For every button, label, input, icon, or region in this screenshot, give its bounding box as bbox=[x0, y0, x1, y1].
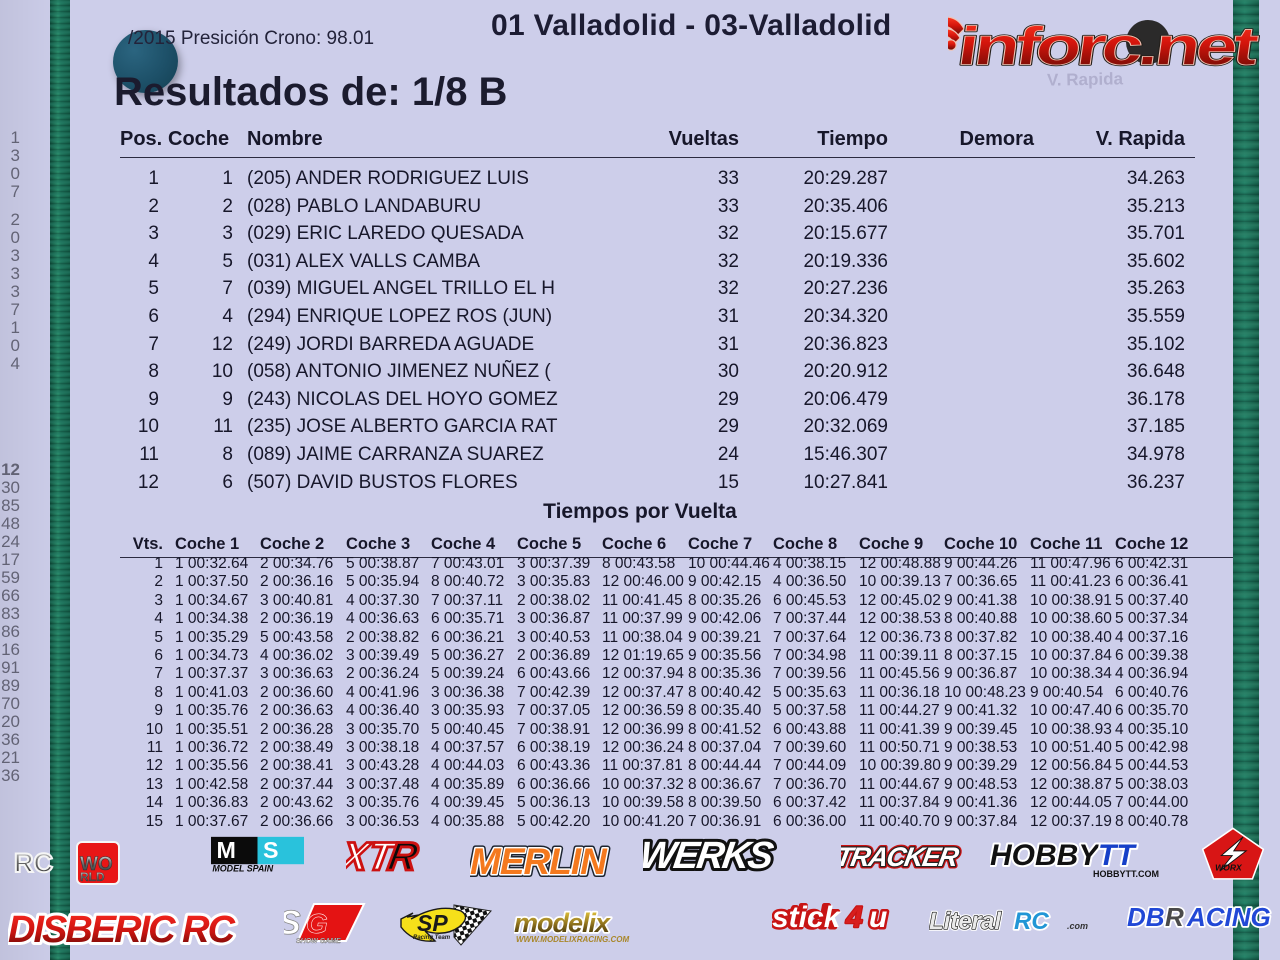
svg-text:RC: RC bbox=[14, 848, 53, 878]
svg-text:DISBERIC RC: DISBERIC RC bbox=[8, 909, 236, 951]
svg-text:Racing Team: Racing Team bbox=[413, 935, 451, 941]
svg-text:modelix: modelix bbox=[514, 908, 611, 938]
svg-text:R: R bbox=[1165, 902, 1184, 932]
svg-text:ACING: ACING bbox=[1186, 902, 1271, 932]
svg-text:MERLIN: MERLIN bbox=[470, 841, 608, 882]
svg-text:WERKS: WERKS bbox=[643, 834, 777, 877]
svg-text:G: G bbox=[306, 908, 328, 939]
svg-text:SHOW GAME: SHOW GAME bbox=[296, 938, 341, 945]
svg-text:M: M bbox=[216, 837, 235, 863]
svg-text:S: S bbox=[263, 837, 279, 863]
svg-text:u: u bbox=[869, 901, 887, 934]
svg-text:SP: SP bbox=[417, 910, 448, 936]
svg-text:WWW.MODELIXRACING.COM: WWW.MODELIXRACING.COM bbox=[516, 935, 630, 944]
svg-text:HOBBYTT.COM: HOBBYTT.COM bbox=[1093, 869, 1159, 879]
svg-text:MODEL SPAIN: MODEL SPAIN bbox=[212, 864, 273, 874]
svg-text:RLD: RLD bbox=[80, 870, 105, 884]
svg-text:S: S bbox=[284, 904, 301, 942]
svg-text:TRACKER: TRACKER bbox=[841, 841, 962, 872]
svg-text:TT: TT bbox=[1098, 839, 1137, 872]
svg-text:.com: .com bbox=[1067, 921, 1088, 931]
svg-text:RC: RC bbox=[1014, 908, 1049, 935]
svg-text:Literal: Literal bbox=[929, 908, 1002, 935]
svg-text:DB: DB bbox=[1127, 902, 1165, 932]
svg-text:WORX: WORX bbox=[1215, 862, 1243, 872]
svg-text:HOBBY: HOBBY bbox=[990, 839, 1101, 872]
svg-text:4: 4 bbox=[845, 901, 863, 934]
svg-text:stick: stick bbox=[772, 901, 842, 934]
